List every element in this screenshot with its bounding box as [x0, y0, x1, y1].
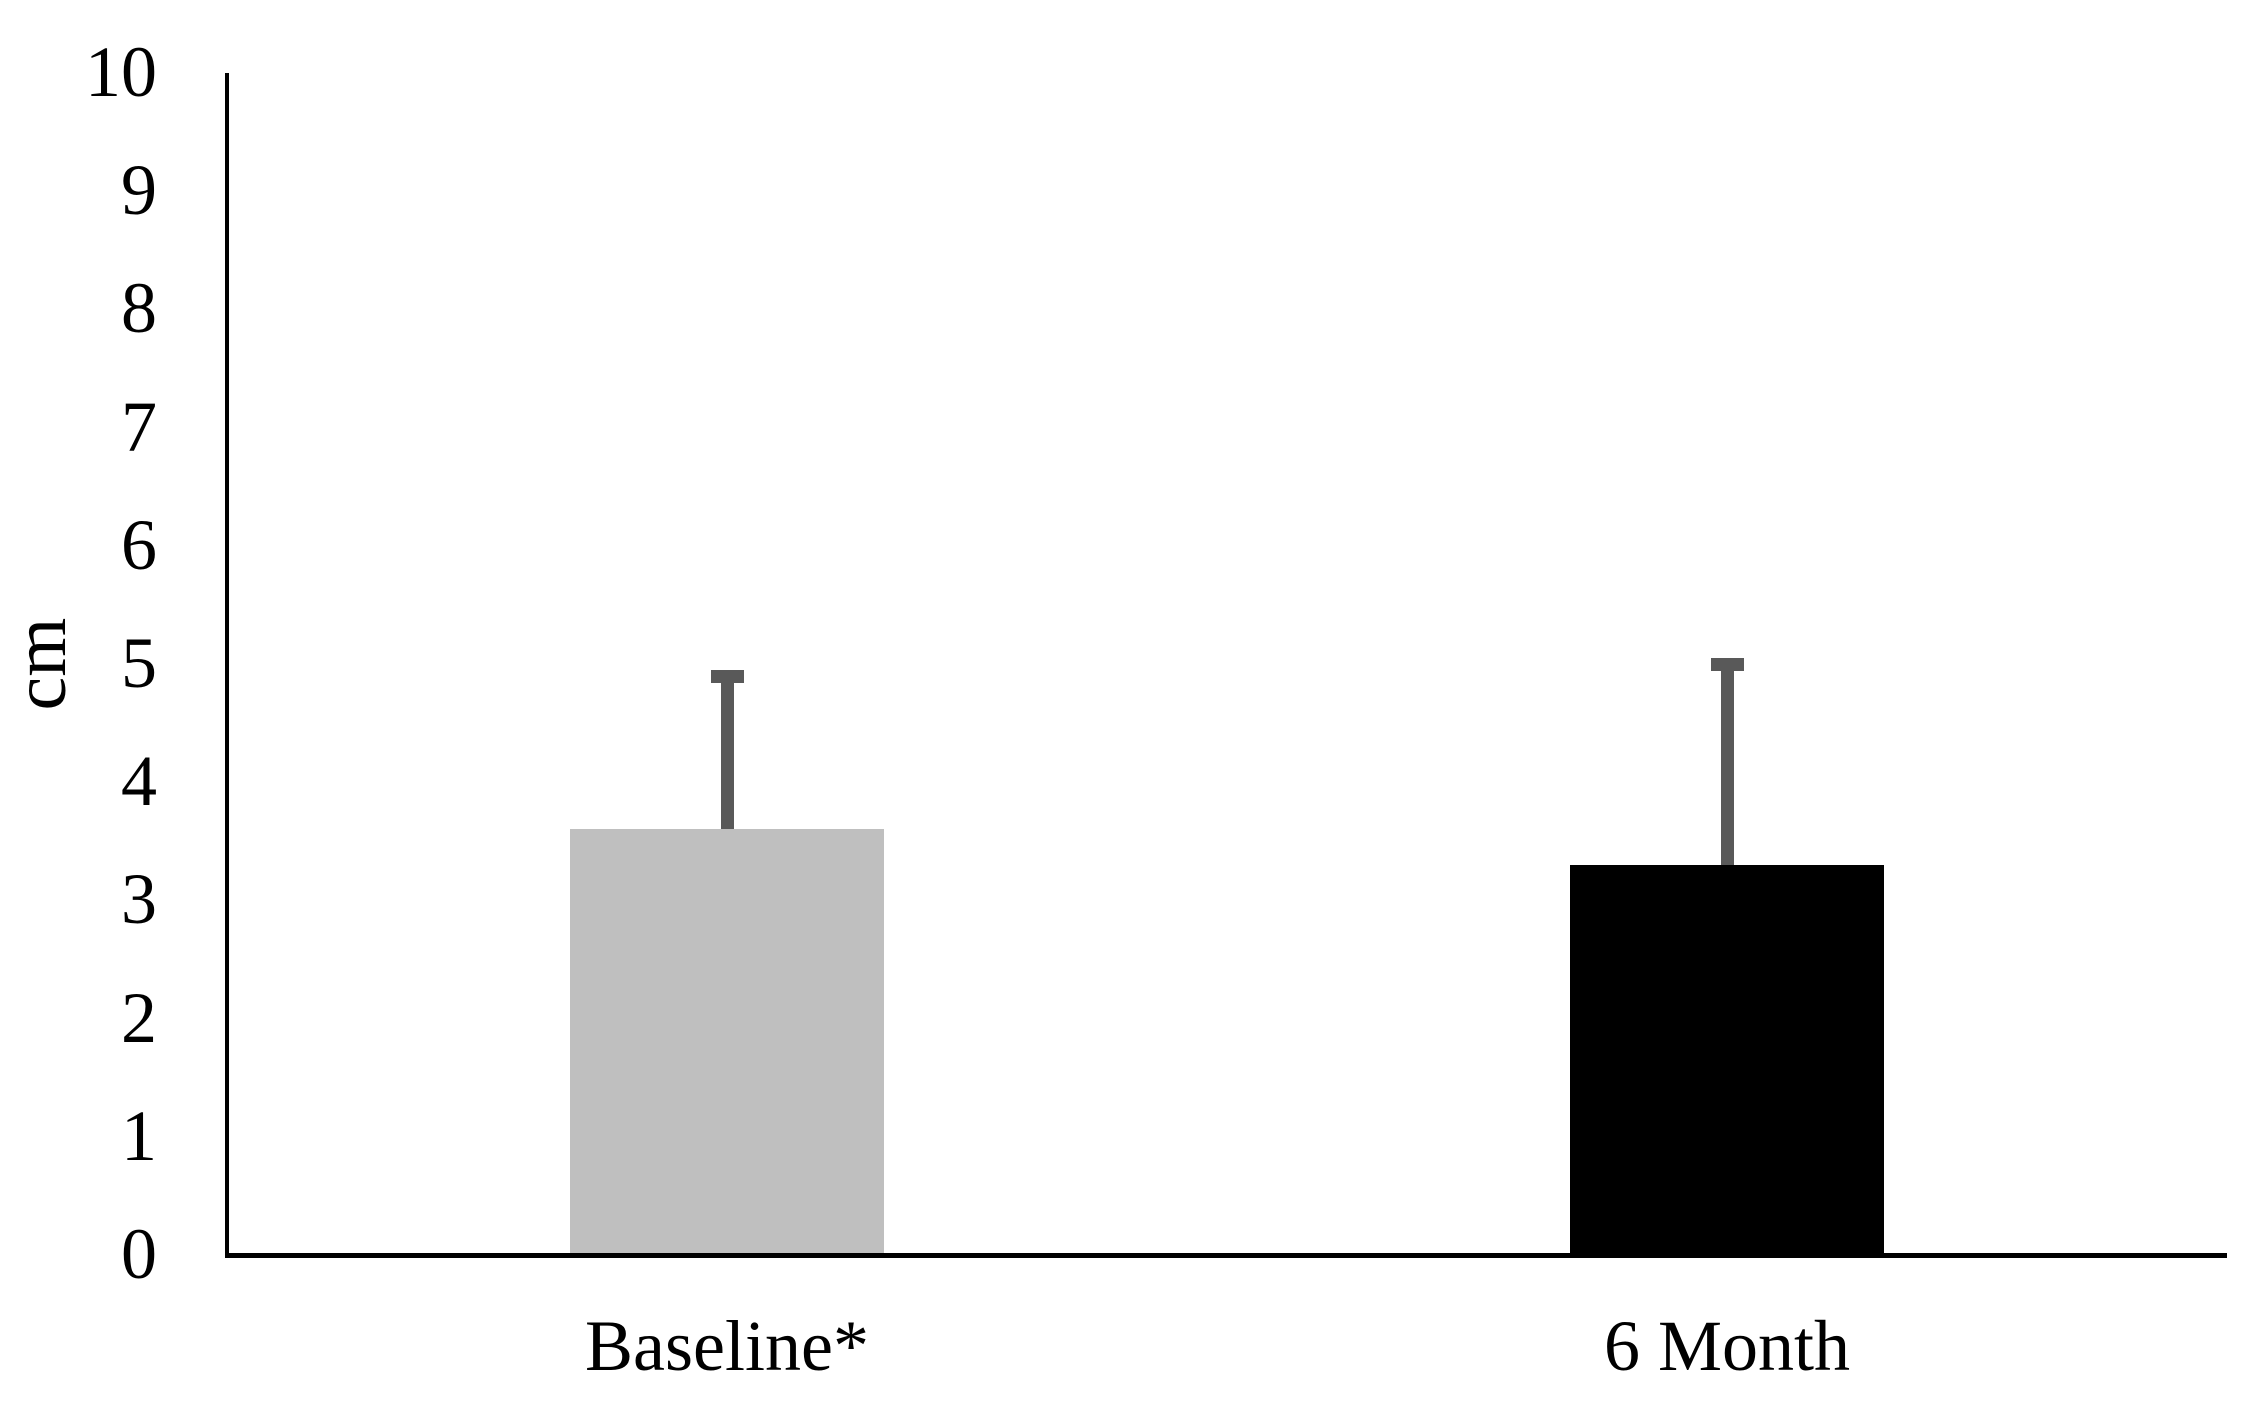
error-bar-cap: [1710, 658, 1744, 672]
y-tick-label: 8: [121, 268, 157, 349]
y-tick-label: 4: [121, 741, 157, 822]
y-tick-label: 0: [121, 1214, 157, 1294]
y-tick-label: 2: [121, 977, 157, 1058]
y-tick-label: 1: [121, 1095, 157, 1176]
y-tick-label: 5: [121, 623, 157, 703]
y-tick-label: 10: [85, 32, 157, 112]
bar: [570, 829, 884, 1255]
error-bar-line: [720, 669, 734, 830]
error-bar-cap: [710, 669, 744, 683]
bar: [1570, 864, 1884, 1255]
x-category-label: 6 Month: [1603, 1306, 1851, 1386]
y-tick-label: 3: [121, 859, 157, 940]
y-axis-line: [225, 73, 229, 1258]
error-bar-line: [1720, 658, 1734, 865]
y-tick-label: 7: [121, 386, 157, 467]
x-category-label: Baseline*: [585, 1306, 869, 1386]
x-axis-line: [225, 1253, 2227, 1258]
y-tick-label: 6: [121, 504, 157, 585]
y-tick-label: 9: [121, 150, 157, 231]
